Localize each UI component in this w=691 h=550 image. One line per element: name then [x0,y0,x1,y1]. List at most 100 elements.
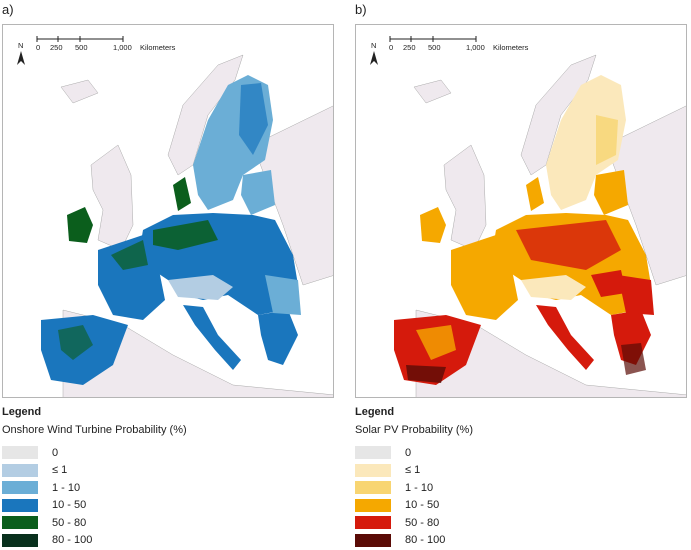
region-ireland [420,207,446,243]
legend-swatch [2,516,38,530]
legend-title: Legend [355,406,395,418]
legend-row: 80 - 100 [355,532,685,550]
region-alps [521,275,586,300]
region-germany-poland [516,220,621,270]
iceland-land [60,79,99,104]
legend-label: ≤ 1 [405,464,421,477]
scale-tick: 1,000 [466,43,485,52]
legend-swatch [355,446,391,460]
legend-swatch [2,533,38,547]
region-italy [183,305,241,370]
region-italy [536,305,594,370]
legend-row: 1 - 10 [355,479,685,497]
legend-swatch [355,533,391,547]
legend-swatch [2,481,38,495]
scale-tick: 250 [403,43,416,52]
legend-row: 1 - 10 [2,479,332,497]
region-alps [168,275,233,300]
region-ireland [67,207,93,243]
legend-items: 0 ≤ 1 1 - 10 10 - 50 50 - 80 80 - 100 [2,444,332,549]
north-label: N [371,41,376,50]
scale-tick: 0 [389,43,393,52]
legend-swatch [2,446,38,460]
legend-row: 10 - 50 [355,497,685,515]
legend-label: 1 - 10 [52,481,81,494]
legend-row: 10 - 50 [2,497,332,515]
legend-row: 80 - 100 [2,532,332,550]
legend-label: 80 - 100 [405,534,446,547]
region-balkans [258,310,298,365]
legend-row: ≤ 1 [355,462,685,480]
uk-land [90,144,134,251]
scale-tick: 500 [75,43,88,52]
non-eu-land [252,105,333,286]
region-finland-core [596,115,618,165]
scale-unit: Kilometers [493,43,529,52]
legend-label: 50 - 80 [405,516,440,529]
panel-a-map-svg: N 0 250 500 1,000 Kilometers [17,36,333,397]
panel-b-map: N 0 250 500 1,000 Kilometers [355,24,687,398]
legend-label: 80 - 100 [52,534,93,547]
legend-title: Legend [2,406,42,418]
legend-label: ≤ 1 [52,464,68,477]
panel-b-label: b) [355,2,367,17]
scale-bar: 0 250 500 1,000 Kilometers [36,36,176,52]
legend-items: 0 ≤ 1 1 - 10 10 - 50 50 - 80 80 - 100 [355,444,685,549]
region-sweden-finland [546,75,626,210]
panel-a-map: N 0 250 500 1,000 Kilometers [2,24,334,398]
region-france-north [111,240,148,270]
legend-subtitle: Solar PV Probability (%) [355,424,473,436]
legend-row: 0 [355,444,685,462]
region-hungary [591,270,626,297]
legend-row: ≤ 1 [2,462,332,480]
scale-bar: 0 250 500 1,000 Kilometers [389,36,529,52]
uk-land [443,144,487,251]
north-arrow: N [17,41,25,65]
non-eu-land [415,309,686,397]
legend-swatch [355,481,391,495]
panel-b-map-svg: N 0 250 500 1,000 Kilometers [370,36,686,397]
region-romania [618,275,654,315]
region-baltics [241,170,275,215]
legend-label: 0 [405,446,412,459]
legend-label: 1 - 10 [405,481,434,494]
legend-swatch [355,516,391,530]
non-eu-land [62,309,333,397]
region-finland-core [239,83,268,155]
legend-label: 10 - 50 [52,499,87,512]
non-eu-land [605,105,686,286]
legend-row: 0 [2,444,332,462]
region-greece [621,343,646,375]
region-iberia-interior [416,325,456,360]
region-baltics [594,170,628,215]
panel-a-label: a) [2,2,14,17]
legend-swatch [2,498,38,512]
legend-label: 50 - 80 [52,516,87,529]
legend-row: 50 - 80 [2,514,332,532]
scale-tick: 1,000 [113,43,132,52]
legend-label: 10 - 50 [405,499,440,512]
legend-label: 0 [52,446,59,459]
region-iberia-patches [58,325,93,360]
region-france [451,235,518,320]
region-denmark [526,177,544,211]
scale-unit: Kilometers [140,43,176,52]
iceland-land [413,79,452,104]
legend-subtitle: Onshore Wind Turbine Probability (%) [2,424,187,436]
north-label: N [18,41,23,50]
scale-tick: 250 [50,43,63,52]
norway-land [520,54,597,176]
legend-swatch [355,498,391,512]
legend-row: 50 - 80 [355,514,685,532]
region-romania [265,275,301,315]
scale-tick: 0 [36,43,40,52]
region-iberia-south [406,365,446,383]
legend-swatch [2,463,38,477]
legend-b: Legend Solar PV Probability (%) 0 ≤ 1 1 - … [355,406,685,549]
region-denmark [173,177,191,211]
scale-tick: 500 [428,43,441,52]
region-north-germany [153,220,218,250]
legend-a: Legend Onshore Wind Turbine Probability … [2,406,332,549]
legend-swatch [355,463,391,477]
north-arrow: N [370,41,378,65]
